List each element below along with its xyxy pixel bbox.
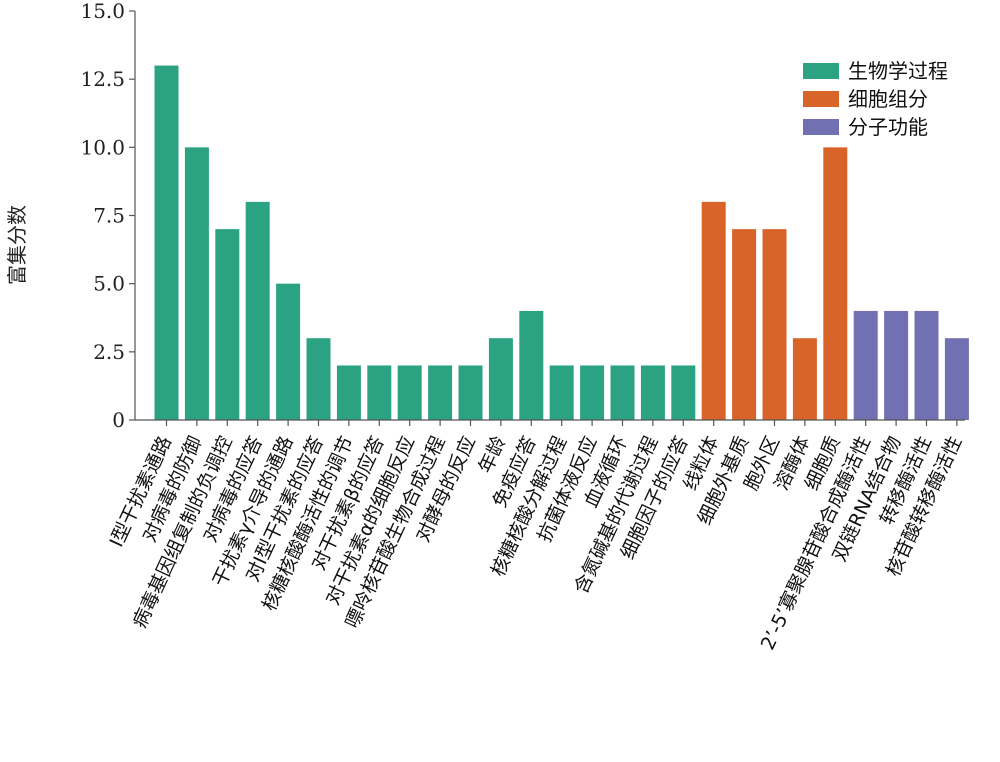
bar xyxy=(458,365,483,420)
bar xyxy=(671,365,696,420)
bar xyxy=(853,310,878,420)
bar xyxy=(762,229,787,420)
bar xyxy=(519,310,544,420)
bar xyxy=(397,365,422,420)
y-axis: 0 2.5 5.0 7.5 10.0 12.5 15.0 xyxy=(80,0,136,432)
bar xyxy=(367,365,392,420)
bar xyxy=(701,201,726,420)
bar xyxy=(488,338,513,420)
y-tick-label: 12.5 xyxy=(80,67,125,91)
category-labels: I型干扰素通路对病毒的防御病毒基因组复制的负调控对病毒的应答干扰素γ介导的通路对… xyxy=(106,433,967,654)
y-axis-label: 富集分数 xyxy=(5,205,29,285)
bar xyxy=(549,365,574,420)
bar xyxy=(154,65,179,421)
bar xyxy=(245,201,270,420)
bars xyxy=(154,65,969,421)
y-tick-label: 10.0 xyxy=(80,135,125,159)
bar xyxy=(944,338,969,420)
legend-label: 生物学过程 xyxy=(848,59,948,83)
legend-label: 细胞组分 xyxy=(848,87,928,111)
bar xyxy=(184,147,209,421)
bar xyxy=(823,147,848,421)
bar xyxy=(792,338,817,420)
bar xyxy=(914,310,939,420)
legend-swatch xyxy=(803,91,839,107)
bar xyxy=(336,365,361,420)
bar xyxy=(428,365,453,420)
bar xyxy=(215,229,240,420)
y-tick-label: 2.5 xyxy=(93,340,125,364)
bar xyxy=(306,338,331,420)
y-tick-label: 7.5 xyxy=(93,204,125,228)
y-tick-label: 15.0 xyxy=(80,0,125,23)
legend-swatch xyxy=(803,63,839,79)
legend-swatch xyxy=(803,119,839,135)
y-tick-label: 0 xyxy=(112,408,125,432)
x-axis xyxy=(135,419,965,426)
bar xyxy=(884,310,909,420)
bar xyxy=(610,365,635,420)
bar xyxy=(580,365,605,420)
bar xyxy=(732,229,757,420)
y-tick-label: 5.0 xyxy=(93,272,125,296)
legend-label: 分子功能 xyxy=(848,115,928,139)
bar xyxy=(640,365,665,420)
bar xyxy=(276,283,301,420)
